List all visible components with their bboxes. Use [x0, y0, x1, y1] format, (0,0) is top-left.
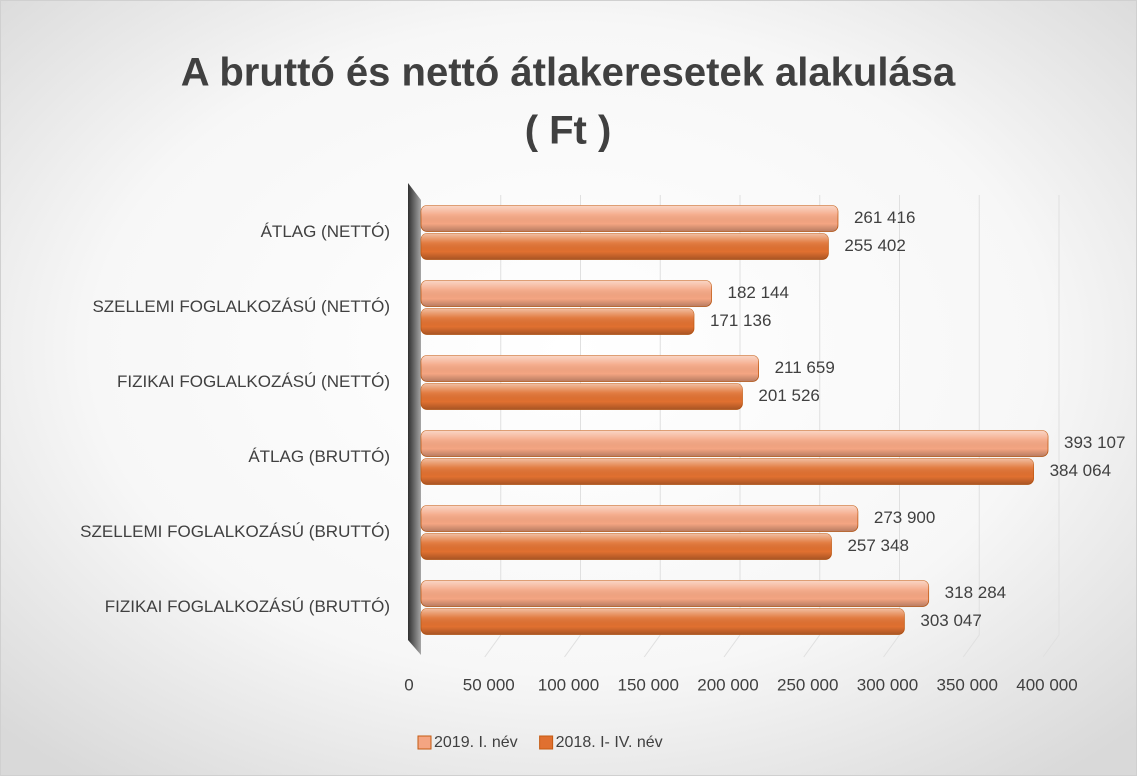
y-tick-label: ÁTLAG (BRUTTÓ)	[248, 447, 390, 466]
x-tick-label: 0	[404, 675, 413, 694]
bar-shine	[421, 280, 712, 307]
x-tick-label: 300 000	[857, 675, 918, 694]
grid-line-floor	[1042, 634, 1060, 658]
bar-shine	[421, 430, 1049, 457]
chart-title: ( Ft )	[525, 109, 612, 153]
value-label: 303 047	[920, 611, 981, 630]
value-label: 255 402	[844, 236, 905, 255]
grid-line-floor	[803, 634, 821, 658]
bar-shine	[421, 608, 905, 635]
bar-shine	[421, 383, 743, 410]
bar-shine	[421, 205, 838, 232]
legend-label: 2019. I. név	[434, 734, 518, 751]
grid-line-floor	[564, 634, 581, 658]
y-tick-label: FIZIKAI FOGLALKOZÁSÚ (BRUTTÓ)	[105, 597, 390, 616]
legend-swatch	[417, 735, 432, 750]
x-tick-label: 50 000	[463, 675, 515, 694]
x-tick-label: 400 000	[1016, 675, 1077, 694]
legend-label: 2018. I- IV. név	[556, 734, 663, 751]
bar-shine	[421, 505, 858, 532]
value-label: 393 107	[1064, 433, 1125, 452]
value-label: 261 416	[854, 208, 915, 227]
value-label: 384 064	[1050, 461, 1111, 480]
bar-shine	[421, 355, 759, 382]
value-label: 318 284	[945, 583, 1006, 602]
y-tick-label: SZELLEMI FOGLALKOZÁSÚ (BRUTTÓ)	[80, 522, 390, 541]
grid-line-floor	[723, 634, 741, 658]
y-tick-label: FIZIKAI FOGLALKOZÁSÚ (NETTÓ)	[117, 372, 390, 391]
value-label: 171 136	[710, 311, 771, 330]
grid-line-floor	[883, 634, 900, 658]
x-tick-label: 250 000	[777, 675, 838, 694]
bar-shine	[421, 458, 1034, 485]
value-label: 211 659	[775, 358, 835, 377]
grid-line-floor	[484, 634, 502, 658]
grid-line-floor	[643, 634, 661, 658]
value-label: 273 900	[874, 508, 935, 527]
x-tick-label: 100 000	[538, 675, 599, 694]
x-tick-label: 350 000	[937, 675, 998, 694]
y-tick-label: SZELLEMI FOGLALKOZÁSÚ (NETTÓ)	[92, 297, 390, 316]
bar-shine	[421, 233, 829, 260]
bar-shine	[421, 533, 832, 560]
value-label: 182 144	[728, 283, 789, 302]
x-tick-label: 200 000	[697, 675, 758, 694]
value-label: 257 348	[847, 536, 908, 555]
chart-title: A bruttó és nettó átlakeresetek alakulás…	[181, 51, 956, 95]
value-label: 201 526	[758, 386, 819, 405]
axis-wall	[408, 183, 421, 655]
bar-shine	[421, 580, 929, 607]
bar-shine	[421, 308, 694, 335]
x-tick-label: 150 000	[618, 675, 679, 694]
y-tick-label: ÁTLAG (NETTÓ)	[261, 222, 390, 241]
grid-line-floor	[962, 634, 980, 658]
legend-swatch	[539, 735, 554, 750]
